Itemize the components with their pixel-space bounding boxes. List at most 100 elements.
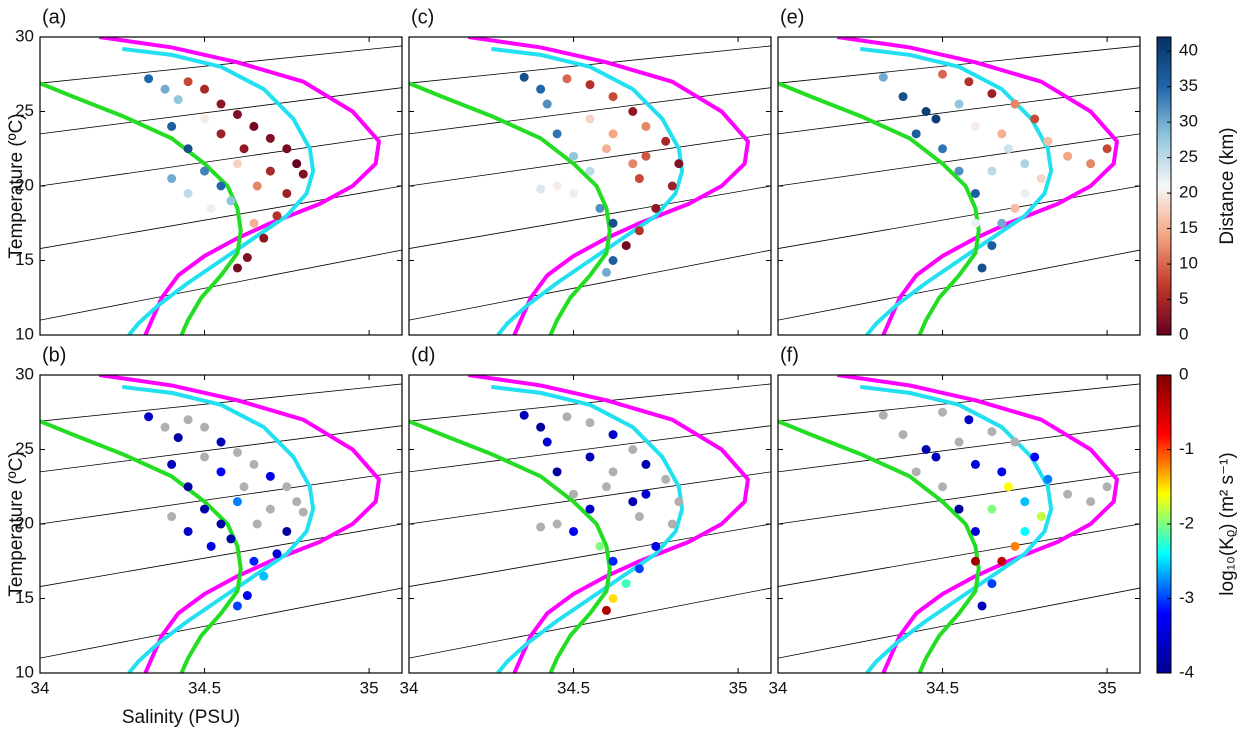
data-point — [997, 218, 1007, 228]
isopycnal — [778, 425, 1140, 473]
data-point — [997, 467, 1007, 477]
data-point — [954, 437, 964, 447]
data-point — [954, 166, 964, 176]
data-point — [292, 497, 302, 507]
data-point — [931, 114, 941, 124]
data-point — [621, 579, 631, 589]
data-point — [987, 166, 997, 176]
data-point — [608, 594, 618, 603]
isopycnal — [409, 587, 771, 659]
data-point — [911, 467, 921, 477]
data-point — [1043, 136, 1053, 146]
data-point — [987, 579, 997, 589]
y-tick-label: 25 — [15, 101, 34, 120]
data-point — [160, 422, 170, 432]
data-point — [249, 121, 259, 131]
data-point — [1020, 526, 1030, 536]
data-point — [1020, 188, 1030, 198]
data-point — [641, 151, 651, 161]
data-point — [183, 482, 193, 492]
isopycnal — [409, 383, 771, 422]
data-point — [167, 512, 177, 522]
data-point — [249, 556, 259, 566]
panel-label: (a) — [42, 6, 66, 28]
data-point — [608, 92, 618, 102]
x-tick-label: 34 — [31, 678, 50, 697]
data-point — [1086, 159, 1096, 169]
panel-label: (c) — [411, 6, 434, 28]
data-point — [552, 519, 562, 529]
data-point — [621, 241, 631, 251]
data-point — [970, 188, 980, 198]
y-tick-label: 25 — [15, 439, 34, 458]
data-point — [674, 497, 684, 507]
isopycnal — [778, 185, 1140, 249]
data-point — [200, 504, 210, 514]
data-point — [216, 99, 226, 109]
data-point — [282, 144, 292, 154]
isopycnal — [778, 471, 1140, 525]
data-point — [242, 253, 252, 263]
data-point — [1030, 114, 1040, 124]
colorbar-tick-label: -3 — [1179, 588, 1194, 607]
water-mass-curve — [409, 419, 612, 673]
data-point — [1086, 497, 1096, 507]
y-tick-label: 20 — [15, 175, 34, 194]
isopycnal — [778, 587, 1140, 659]
data-point — [239, 144, 249, 154]
data-point — [183, 188, 193, 198]
data-point — [232, 109, 242, 119]
data-point — [661, 136, 671, 146]
colorbar-tick-label: -4 — [1179, 662, 1194, 681]
data-point — [641, 121, 651, 131]
data-point — [1010, 99, 1020, 109]
y-tick-label: 15 — [15, 588, 34, 607]
data-point — [183, 144, 193, 154]
data-point — [595, 541, 605, 551]
data-point — [242, 591, 252, 601]
data-point — [628, 107, 638, 116]
data-point — [232, 601, 242, 611]
data-point — [536, 422, 546, 432]
x-tick-label: 35 — [729, 678, 748, 697]
isopycnal — [409, 87, 771, 135]
data-point — [216, 519, 226, 529]
data-point — [1003, 482, 1013, 492]
data-point — [997, 556, 1007, 566]
data-point — [265, 166, 275, 176]
isopycnal — [778, 87, 1140, 135]
data-point — [272, 549, 282, 559]
water-mass-curve — [860, 384, 1054, 673]
data-point — [569, 151, 579, 161]
water-mass-curve — [467, 375, 750, 673]
isopycnal — [40, 383, 402, 422]
y-tick-label: 20 — [15, 513, 34, 532]
data-point — [634, 564, 644, 574]
data-point — [272, 211, 282, 221]
data-point — [239, 482, 249, 492]
data-point — [226, 196, 236, 206]
data-point — [970, 121, 980, 131]
isopycnal — [409, 45, 771, 84]
data-point — [552, 467, 562, 477]
isopycnal — [40, 587, 402, 659]
data-point — [601, 267, 611, 277]
data-point — [954, 99, 964, 109]
data-point — [249, 218, 259, 228]
isopycnal — [409, 249, 771, 321]
plot-area — [40, 375, 402, 673]
data-point — [298, 507, 308, 517]
isopycnal — [40, 523, 402, 587]
data-point — [911, 129, 921, 139]
data-point — [977, 263, 987, 273]
colorbar-tick-label: 10 — [1179, 254, 1198, 273]
water-mass-curve — [409, 81, 612, 335]
water-mass-curve — [836, 375, 1119, 673]
data-point — [1063, 151, 1073, 161]
x-tick-label: 34.5 — [188, 678, 221, 697]
water-mass-curve — [860, 46, 1054, 335]
data-point — [1020, 497, 1030, 507]
data-point — [1063, 489, 1073, 499]
data-point — [200, 452, 210, 462]
